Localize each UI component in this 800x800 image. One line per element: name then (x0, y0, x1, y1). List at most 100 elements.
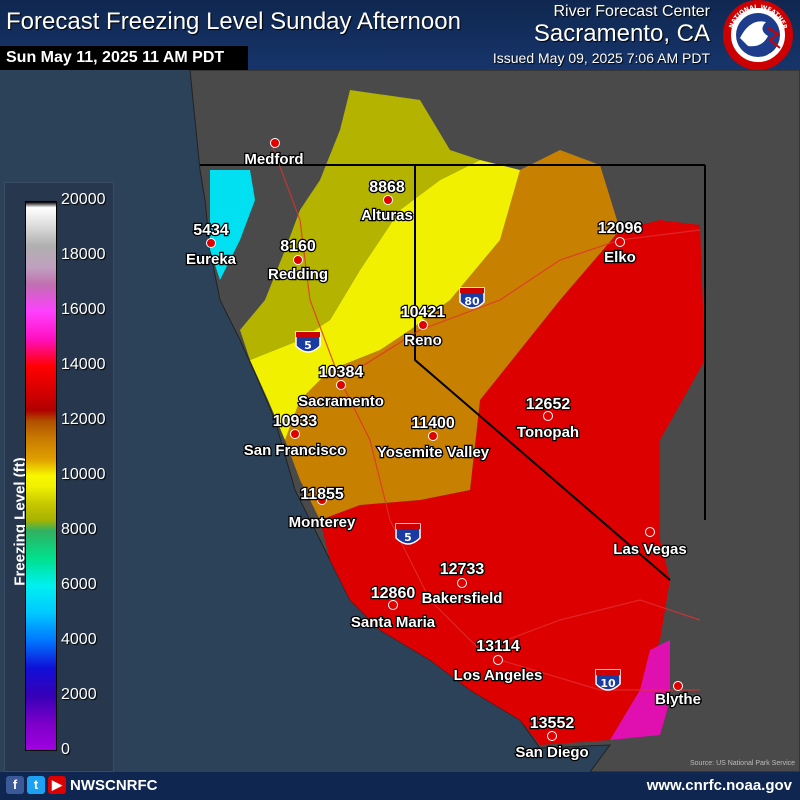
office-block: River Forecast Center Sacramento, CA (534, 3, 710, 47)
city-marker: Reno 10421 (400, 303, 447, 351)
city-marker: Yosemite Valley 11400 (376, 414, 491, 463)
freezing-level-value: 10421 (401, 304, 446, 321)
contour-red (320, 220, 705, 745)
legend-tick-label: 8000 (61, 521, 97, 538)
city-marker: Las Vegas (612, 527, 688, 559)
city-name: Los Angeles (454, 667, 543, 684)
header-bar: Forecast Freezing Level Sunday Afternoon… (0, 0, 800, 70)
city-name: Elko (604, 249, 636, 266)
city-name: Alturas (361, 207, 413, 224)
freezing-level-value: 12733 (440, 561, 485, 578)
city-dot (615, 237, 625, 247)
interstate-shield: 80 (459, 287, 485, 309)
legend-tick-label: 20000 (61, 191, 106, 208)
state-borders (200, 164, 706, 581)
issued-time: Issued May 09, 2025 7:06 AM PDT (492, 50, 710, 66)
city-name: Santa Maria (351, 614, 436, 631)
twitter-icon[interactable]: t (27, 776, 45, 794)
legend-tick-label: 10000 (61, 466, 106, 483)
social-handle[interactable]: NWSCNRFC (70, 777, 158, 794)
city-name: Tonopah (517, 424, 579, 441)
legend-tick-label: 0 (61, 741, 70, 758)
freezing-level-value: 11400 (411, 415, 455, 432)
city-dot (388, 600, 398, 610)
city-marker: Medford (243, 138, 305, 169)
city-dot (543, 411, 553, 421)
legend-tick-label: 14000 (61, 356, 106, 373)
city-dot (418, 320, 428, 330)
contour-cyan (210, 170, 255, 280)
city-dot (336, 380, 346, 390)
city-marker: Alturas 8868 (360, 178, 414, 226)
city-dot (317, 495, 327, 505)
svg-text:5: 5 (304, 339, 312, 352)
legend-tick-label: 12000 (61, 411, 106, 428)
city-name: Blythe (655, 691, 701, 708)
city-name: Yosemite Valley (377, 444, 490, 461)
website-link[interactable]: www.cnrfc.noaa.gov (646, 777, 792, 794)
interstate-shield: 10 (595, 669, 621, 691)
freezing-level-value: 10384 (319, 364, 364, 381)
city-dot (493, 655, 503, 665)
freezing-level-value: 11855 (300, 486, 344, 503)
legend-tick-label: 16000 (61, 301, 106, 318)
city-dot (383, 195, 393, 205)
city-name: San Francisco (244, 442, 347, 459)
valid-time: Sun May 11, 2025 11 AM PDT (0, 46, 248, 70)
city-dot (645, 527, 655, 537)
freezing-level-value: 12860 (371, 585, 416, 602)
interstate-shields: 5 80 5 10 (295, 287, 621, 691)
interstate-shield: 5 (395, 523, 421, 545)
legend-color-bar (25, 201, 57, 751)
city-name: San Diego (515, 744, 588, 761)
city-marker: San Diego 13552 (514, 714, 590, 763)
office-line1: River Forecast Center (553, 3, 711, 20)
legend-tick-label: 2000 (61, 686, 97, 703)
city-marker: Blythe (654, 681, 702, 709)
city-marker: Monterey 11855 (287, 485, 357, 533)
nws-logo-icon: NATIONAL WEATHER SERVICE (723, 0, 793, 70)
map-title: Forecast Freezing Level Sunday Afternoon (6, 8, 461, 35)
source-note: Source: US National Park Service (690, 760, 796, 767)
city-dot (206, 238, 216, 248)
legend-tick-label: 4000 (61, 631, 97, 648)
freezing-level-value: 10933 (273, 413, 318, 430)
youtube-icon[interactable]: ▶ (48, 776, 66, 794)
legend: Freezing Level (ft) 20000 18000 16000 14000… (4, 182, 114, 772)
facebook-icon[interactable]: f (6, 776, 24, 794)
city-marker: San Francisco 10933 (242, 412, 347, 461)
city-dot (293, 255, 303, 265)
svg-text:SERVICE: SERVICE (745, 52, 774, 64)
city-dot (457, 578, 467, 588)
city-marker: Sacramento 10384 (297, 363, 385, 412)
city-marker: Los Angeles 13114 (452, 637, 543, 686)
freezing-level-value: 12652 (526, 396, 571, 413)
contour-orange (285, 150, 620, 520)
city-marker: Tonopah 12652 (516, 395, 581, 443)
office-line2: Sacramento, CA (533, 20, 710, 47)
social-icons: f t ▶ (6, 776, 66, 794)
city-name: Monterey (289, 514, 356, 531)
logo-text-bottom: SERVICE (745, 52, 774, 64)
city-name: Reno (404, 332, 442, 349)
freezing-level-value: 12096 (598, 220, 643, 237)
freezing-level-value: 8160 (280, 238, 316, 255)
city-markers: Medford Alturas 8868 Eureka 5434 Redding 8160 E… (185, 138, 702, 763)
legend-tick-label: 6000 (61, 576, 97, 593)
svg-text:80: 80 (464, 295, 480, 308)
svg-text:10: 10 (600, 677, 616, 690)
city-dot (270, 138, 280, 148)
city-marker: Bakersfield 12733 (420, 560, 503, 609)
city-name: Eureka (186, 251, 237, 268)
footer-bar: f t ▶ NWSCNRFC www.cnrfc.noaa.gov (0, 772, 800, 800)
city-name: Redding (268, 266, 328, 283)
interstate-shield: 5 (295, 331, 321, 353)
city-marker: Redding 8160 (267, 237, 330, 285)
city-marker: Santa Maria 12860 (350, 584, 437, 633)
city-name: Las Vegas (613, 541, 686, 558)
city-marker: Eureka 5434 (185, 221, 238, 270)
legend-tick-label: 18000 (61, 246, 106, 263)
freezing-level-map: 5 80 5 10 Medford Alturas 8868 Eureka 5434 Re… (0, 70, 800, 772)
city-name: Medford (244, 151, 303, 168)
svg-text:5: 5 (404, 531, 412, 544)
